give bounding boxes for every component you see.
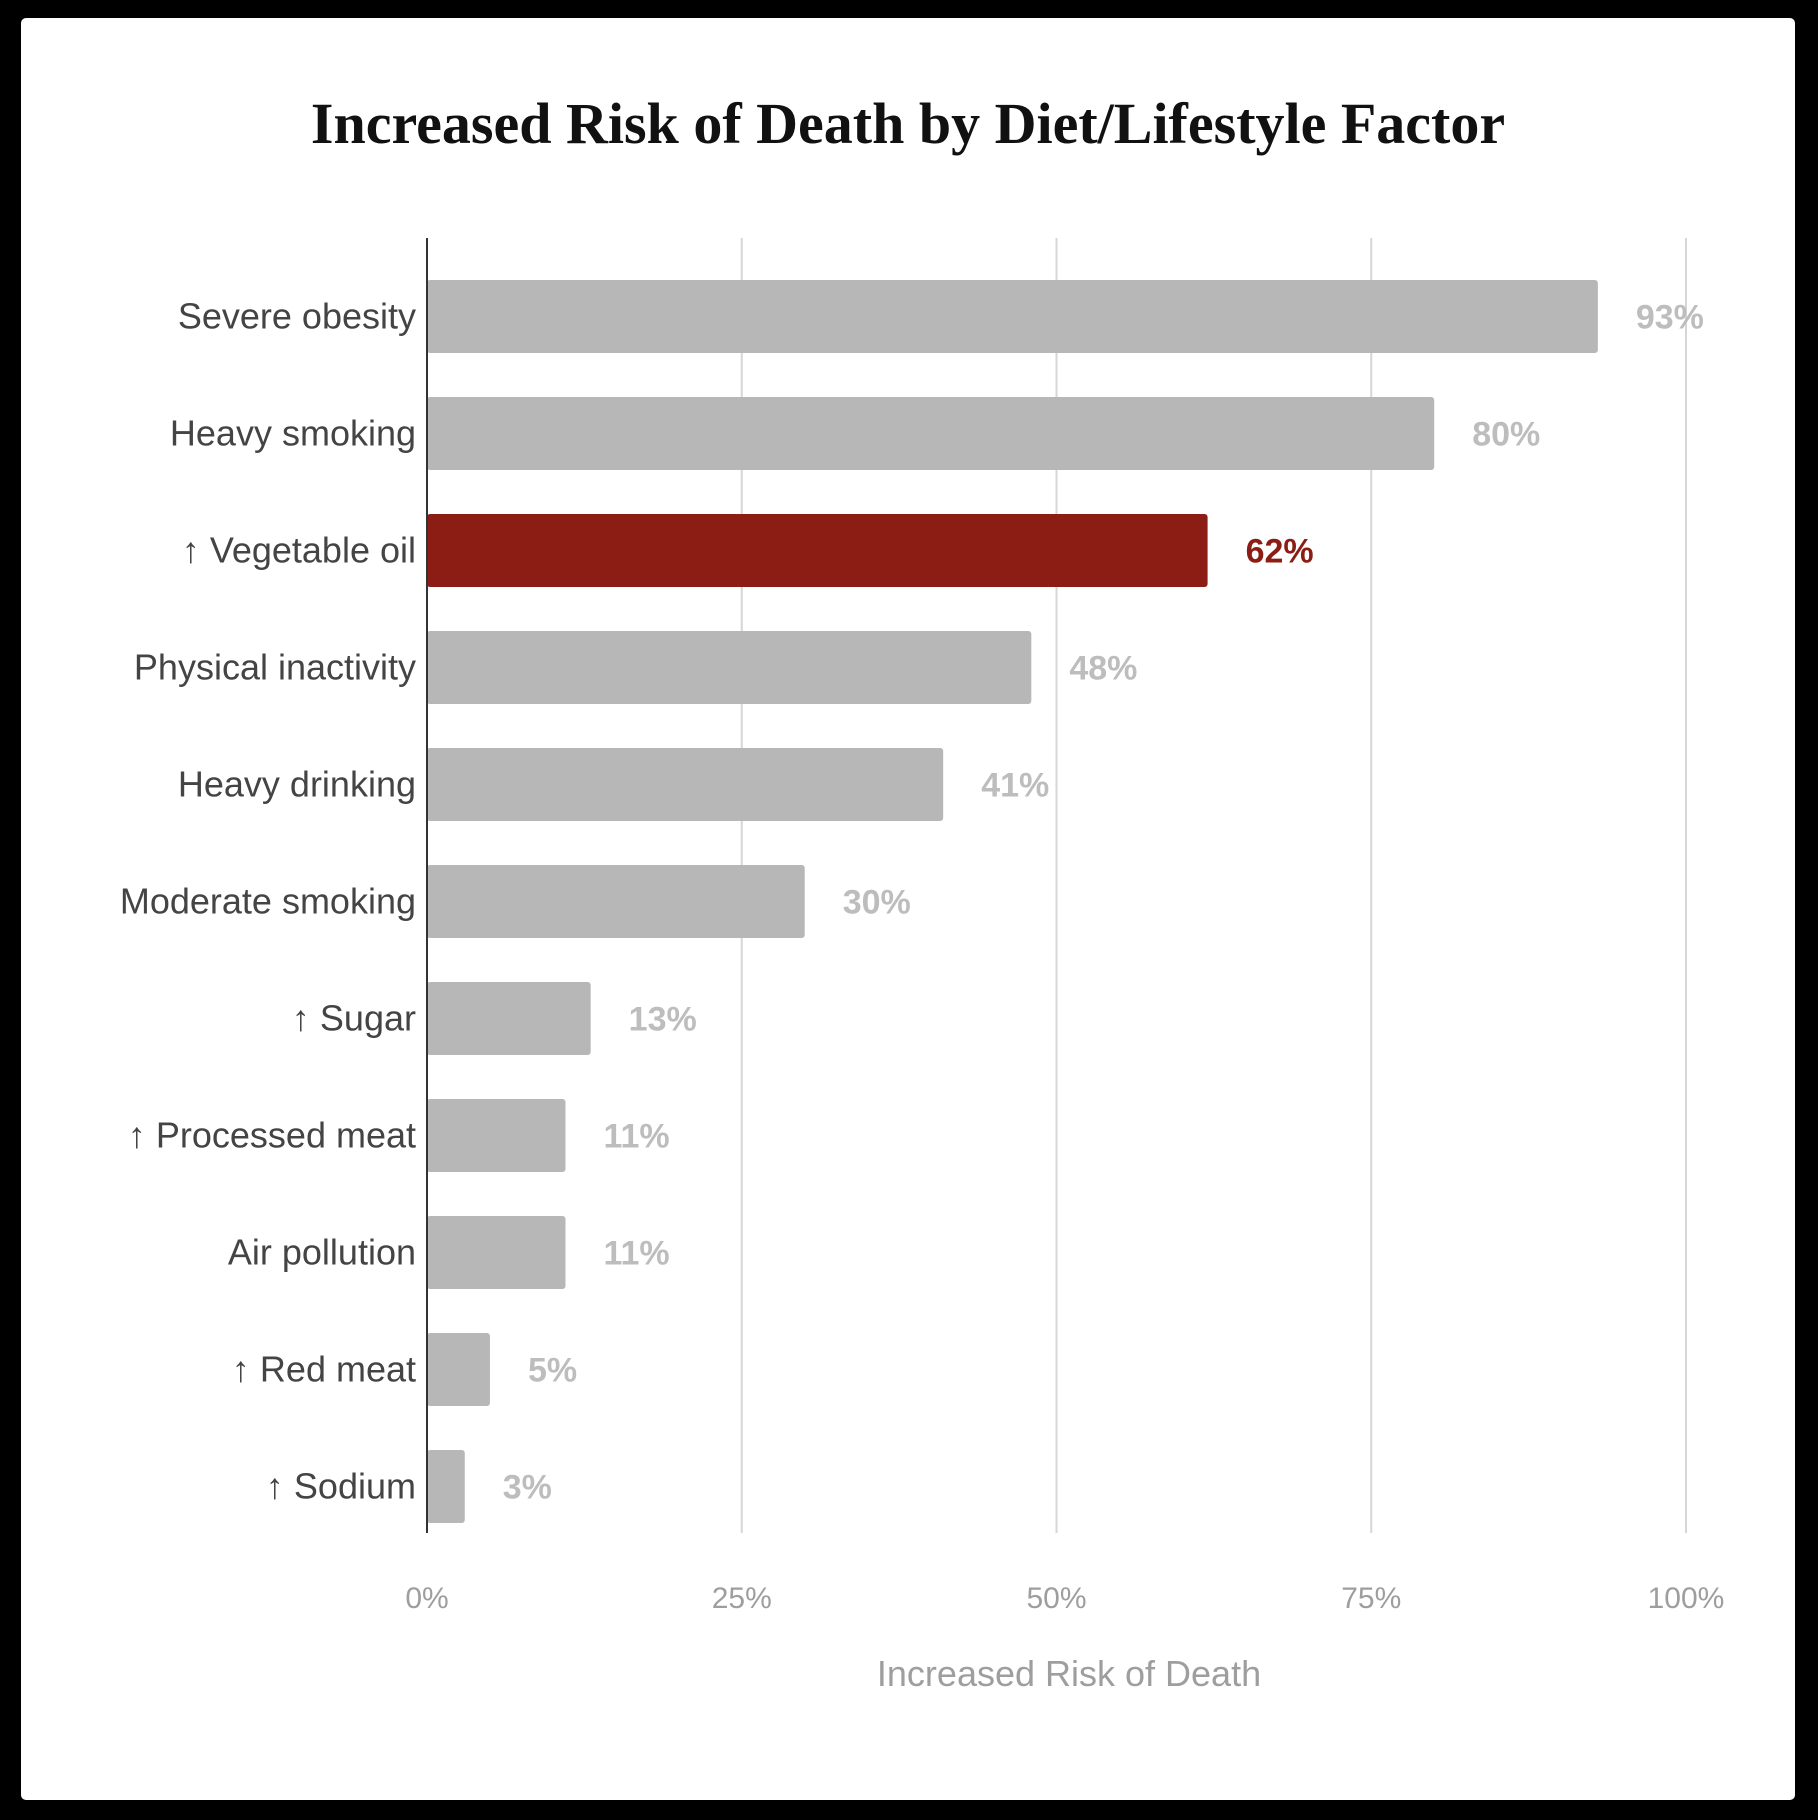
- chart-card: Increased Risk of Death by Diet/Lifestyl…: [21, 18, 1795, 1800]
- category-label: ↑ Sodium: [266, 1466, 416, 1507]
- category-label: Heavy smoking: [170, 413, 416, 454]
- category-label: Severe obesity: [178, 296, 416, 337]
- value-label: 3%: [503, 1469, 552, 1507]
- value-label: 48%: [1069, 650, 1137, 688]
- value-label: 11%: [603, 1118, 669, 1156]
- x-axis-title: Increased Risk of Death: [877, 1653, 1261, 1694]
- value-label: 11%: [603, 1235, 669, 1273]
- bar: [427, 748, 944, 821]
- bar: [427, 631, 1032, 704]
- bars: [427, 280, 1598, 1523]
- x-tick-label: 0%: [405, 1582, 448, 1615]
- bar: [427, 982, 591, 1055]
- value-labels: 93% 80% 62% 48% 41% 30% 13% 11% 11% 5% 3%: [503, 299, 1704, 1507]
- category-labels: Severe obesity Heavy smoking ↑ Vegetable o…: [120, 296, 416, 1507]
- bar: [427, 280, 1598, 353]
- bar: [427, 865, 805, 938]
- value-label: 80%: [1472, 416, 1540, 454]
- value-label: 93%: [1636, 299, 1704, 337]
- bar-chart: Increased Risk of Death by Diet/Lifestyl…: [120, 91, 1725, 1694]
- value-label: 30%: [843, 884, 911, 922]
- value-label: 5%: [528, 1352, 577, 1390]
- bar: [427, 397, 1435, 470]
- category-label: ↑ Vegetable oil: [182, 530, 416, 571]
- category-label: ↑ Red meat: [232, 1349, 416, 1390]
- category-label: ↑ Sugar: [292, 998, 416, 1039]
- bar: [427, 1450, 465, 1523]
- value-label: 13%: [629, 1001, 697, 1039]
- bar: [427, 514, 1208, 587]
- chart-title: Increased Risk of Death by Diet/Lifestyl…: [311, 91, 1505, 156]
- x-tick-label: 25%: [712, 1582, 772, 1615]
- x-axis-ticks: 0% 25% 50% 75% 100%: [405, 1582, 1724, 1615]
- category-label: Heavy drinking: [178, 764, 416, 805]
- bar: [427, 1333, 490, 1406]
- category-label: ↑ Processed meat: [128, 1115, 416, 1156]
- category-label: Air pollution: [228, 1232, 416, 1273]
- x-tick-label: 75%: [1341, 1582, 1401, 1615]
- bar: [427, 1216, 566, 1289]
- category-label: Physical inactivity: [134, 647, 416, 688]
- value-label: 62%: [1246, 533, 1314, 571]
- bar: [427, 1099, 566, 1172]
- value-label: 41%: [981, 767, 1049, 805]
- x-tick-label: 100%: [1648, 1582, 1725, 1615]
- category-label: Moderate smoking: [120, 881, 416, 922]
- x-tick-label: 50%: [1026, 1582, 1086, 1615]
